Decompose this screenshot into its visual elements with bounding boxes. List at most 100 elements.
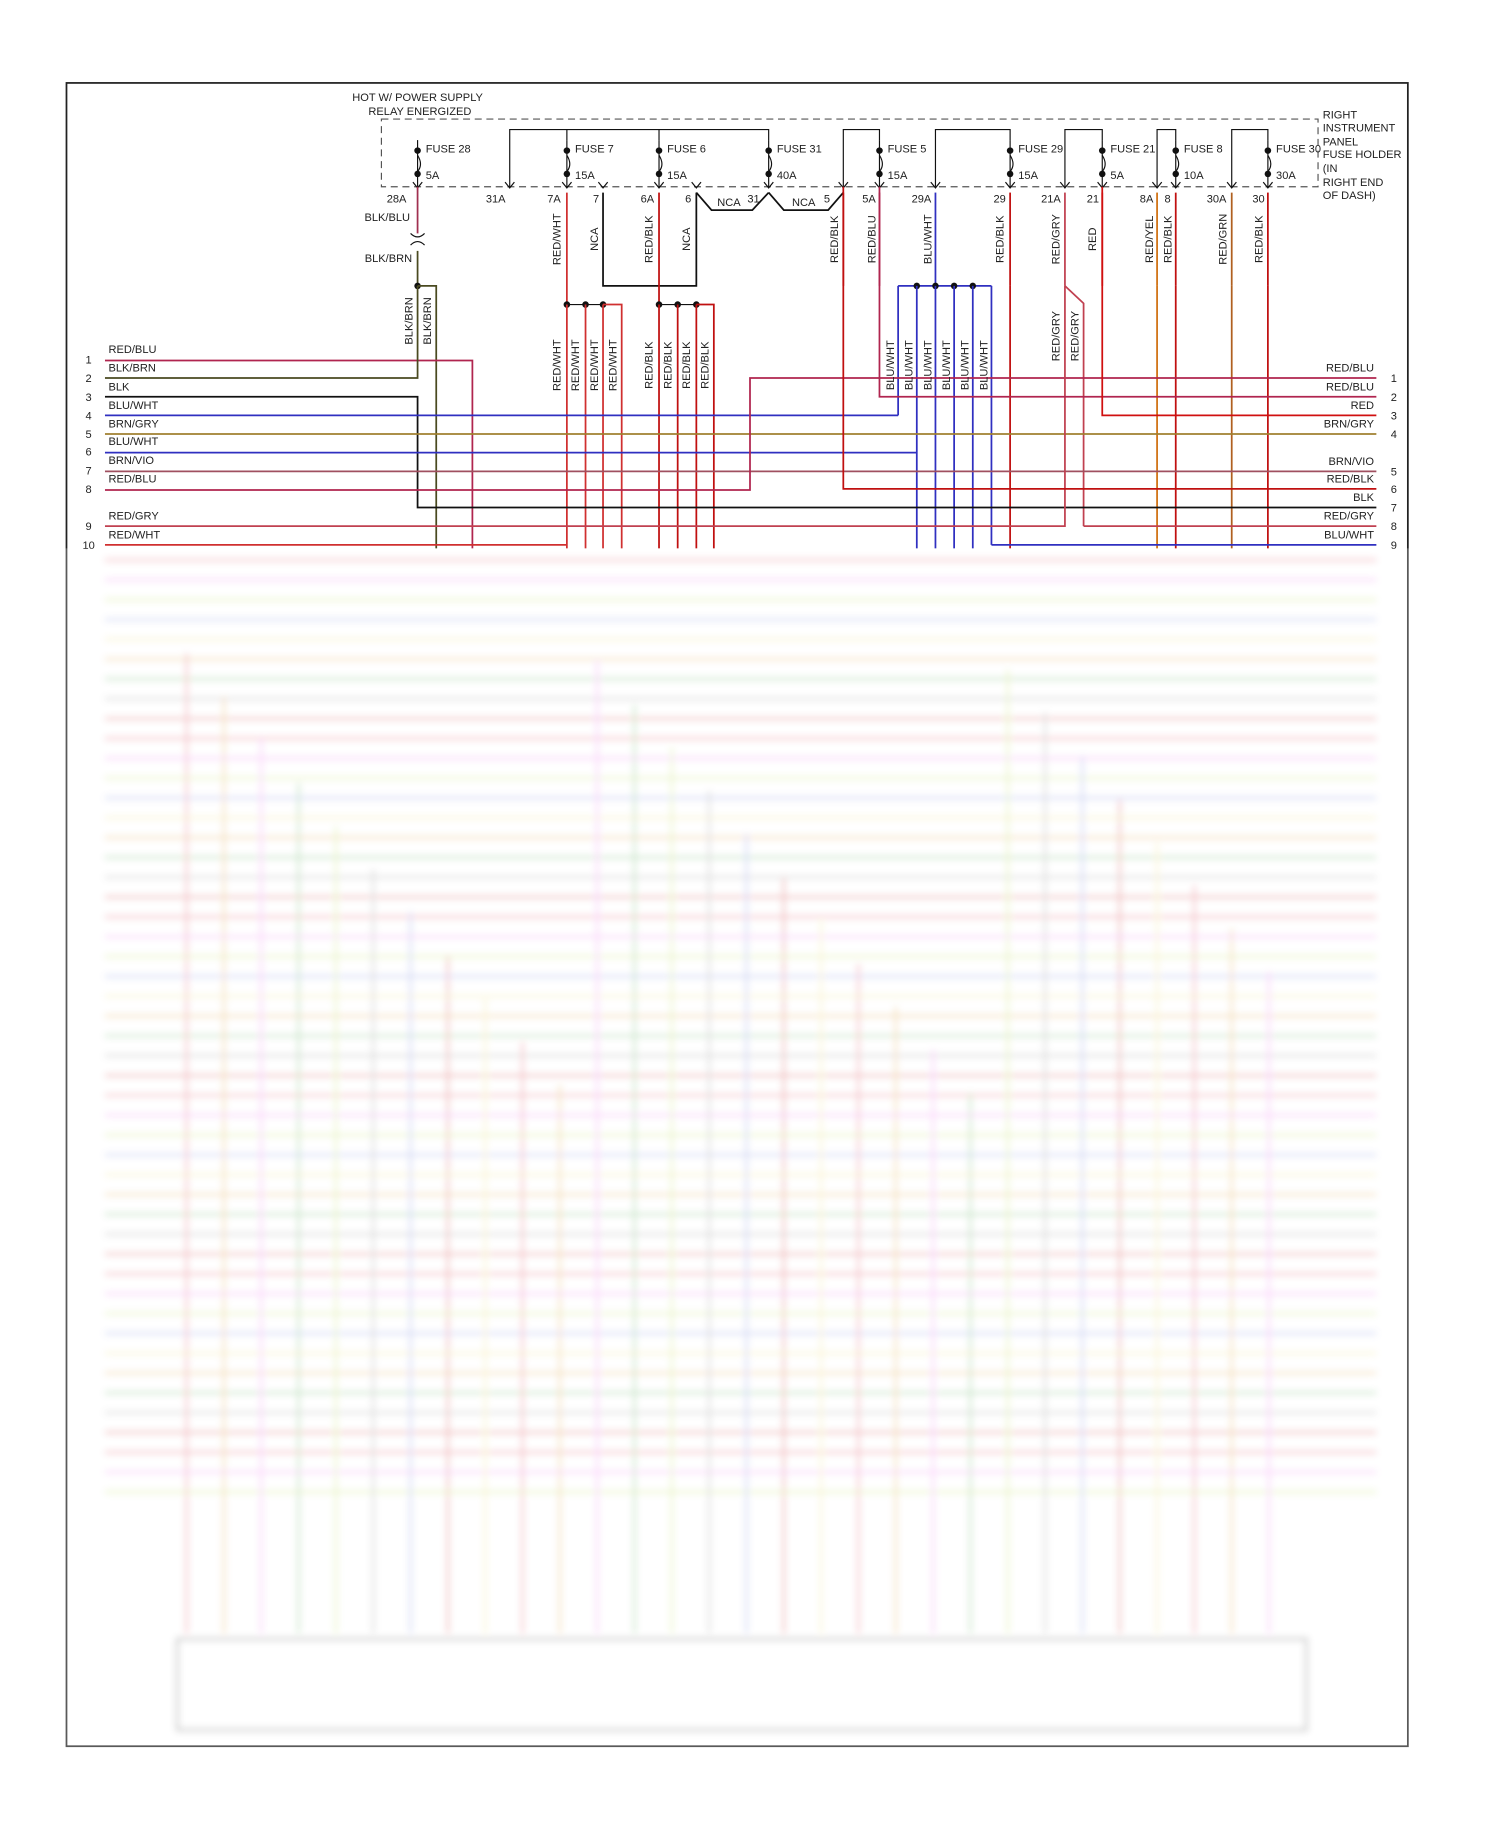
- fuse-name: FUSE 21: [1110, 143, 1155, 155]
- wire-label: RED/BLU: [1326, 381, 1374, 393]
- pin-number: 9: [86, 521, 92, 533]
- fuse-rating: 5A: [426, 170, 440, 182]
- terminal-label: 7A: [547, 193, 561, 205]
- blur-veil: [64, 548, 1412, 1750]
- splice: [876, 147, 883, 154]
- fuse-name: FUSE 31: [777, 143, 822, 155]
- terminal-label: 7: [593, 193, 599, 205]
- splice: [765, 147, 772, 154]
- wire-label: RED/BLK: [1254, 215, 1266, 263]
- pin-number: 9: [1391, 540, 1397, 552]
- wire: [104, 285, 1066, 528]
- splice: [414, 170, 421, 178]
- terminal: [1004, 181, 1016, 189]
- wire-label: RED/BLU: [1326, 363, 1374, 375]
- wire-label: RED/GRY: [1069, 310, 1081, 361]
- wire-label: RED/WHT: [108, 529, 160, 541]
- wire-label: BRN/VIO: [1328, 456, 1374, 468]
- fuse-holder-line: RIGHT: [1323, 110, 1358, 122]
- wire-label: BLK/BRN: [108, 363, 155, 375]
- wires: [104, 129, 1377, 549]
- fuse-name: FUSE 28: [426, 143, 471, 155]
- fuse-symbol: [878, 154, 883, 172]
- fuse-name: FUSE 8: [1184, 143, 1223, 155]
- wire-label: RED: [1351, 400, 1374, 412]
- fuse-rating: 5A: [1110, 170, 1124, 182]
- wire-label: NCA: [681, 227, 693, 251]
- wire: [603, 303, 623, 549]
- splice: [1098, 170, 1106, 178]
- wire-label: BLK: [108, 381, 130, 393]
- wire-label: BLU/WHT: [960, 340, 972, 390]
- fuse-symbol: [1101, 154, 1106, 172]
- fuse-rating: 10A: [1184, 170, 1204, 182]
- wire-label: RED/BLK: [644, 341, 656, 389]
- splice: [414, 147, 421, 154]
- terminal: [504, 181, 515, 189]
- wire-label: RED/BLK: [644, 215, 656, 263]
- terminal: [1059, 181, 1071, 189]
- terminal: [597, 181, 609, 189]
- terminal-label: 28A: [387, 193, 407, 205]
- terminal-label: 30A: [1207, 193, 1227, 205]
- terminal-label: 29: [993, 193, 1005, 205]
- pin-number: 5: [1391, 466, 1397, 478]
- wire: [1156, 129, 1177, 187]
- fuse-holder-line: RIGHT END: [1323, 177, 1384, 189]
- wire-label: BRN/VIO: [108, 455, 154, 467]
- fuse-holder-line: (IN: [1323, 163, 1338, 175]
- pin-number: 4: [86, 410, 92, 422]
- fuse-symbol: [566, 154, 571, 172]
- fuse-holder-line: INSTRUMENT: [1323, 122, 1396, 134]
- splice: [1264, 170, 1272, 178]
- wire-label: RED/WHT: [607, 339, 619, 391]
- wire-label: BLU/WHT: [978, 340, 990, 390]
- fuse-rating: 15A: [667, 170, 687, 182]
- splice: [1006, 170, 1014, 178]
- splice: [563, 147, 571, 154]
- fuse-symbol: [768, 154, 773, 172]
- pin-number: 3: [1391, 410, 1397, 422]
- wire-label: BLU/WHT: [108, 436, 158, 448]
- wire-label: BLU/WHT: [904, 340, 916, 390]
- pin-number: 6: [1391, 484, 1397, 496]
- wire: [1101, 186, 1377, 417]
- terminal-label: 8: [1164, 193, 1170, 205]
- wire: [842, 129, 881, 187]
- fuse-rating: 30A: [1276, 170, 1296, 182]
- wire: [934, 129, 1011, 187]
- wire-label: BLK: [1353, 492, 1375, 504]
- wire-label: RED/WHT: [589, 339, 601, 391]
- wire: [509, 129, 770, 187]
- splice-label: BLK/BLU: [364, 212, 410, 224]
- terminal-label: 6: [685, 193, 691, 205]
- splice: [876, 170, 883, 178]
- terminal-label: 31: [747, 193, 759, 205]
- wire: [417, 285, 438, 549]
- pin-number: 2: [1391, 392, 1397, 404]
- wire-label: RED/WHT: [570, 339, 582, 391]
- fuse-symbol: [417, 154, 422, 172]
- terminal-label: 21: [1087, 193, 1099, 205]
- wire-label: RED/BLU: [108, 473, 156, 485]
- wire-label: RED/BLK: [681, 341, 693, 389]
- wire: [842, 186, 1377, 490]
- wire-label: BLU/WHT: [922, 214, 934, 264]
- fuse-holder-line: OF DASH): [1323, 190, 1376, 202]
- connector: [410, 232, 425, 246]
- terminal: [561, 181, 572, 189]
- wire-label: RED/BLK: [1163, 215, 1175, 263]
- wire: [878, 186, 1377, 398]
- wire-label: RED/BLK: [829, 215, 841, 263]
- terminal-label: 30: [1252, 193, 1264, 205]
- terminal-label: 8A: [1140, 193, 1154, 205]
- fuse-name: FUSE 29: [1018, 143, 1063, 155]
- pin-number: 8: [86, 484, 92, 496]
- wire: [104, 359, 474, 549]
- fuse-rating: 15A: [1018, 170, 1038, 182]
- wire-label: RED/GRY: [108, 511, 159, 523]
- wire-label: BRN/GRY: [108, 419, 159, 431]
- pin-number: 10: [82, 540, 94, 552]
- header-line: HOT W/ POWER SUPPLY: [352, 92, 483, 104]
- pin-number: 7: [86, 465, 92, 477]
